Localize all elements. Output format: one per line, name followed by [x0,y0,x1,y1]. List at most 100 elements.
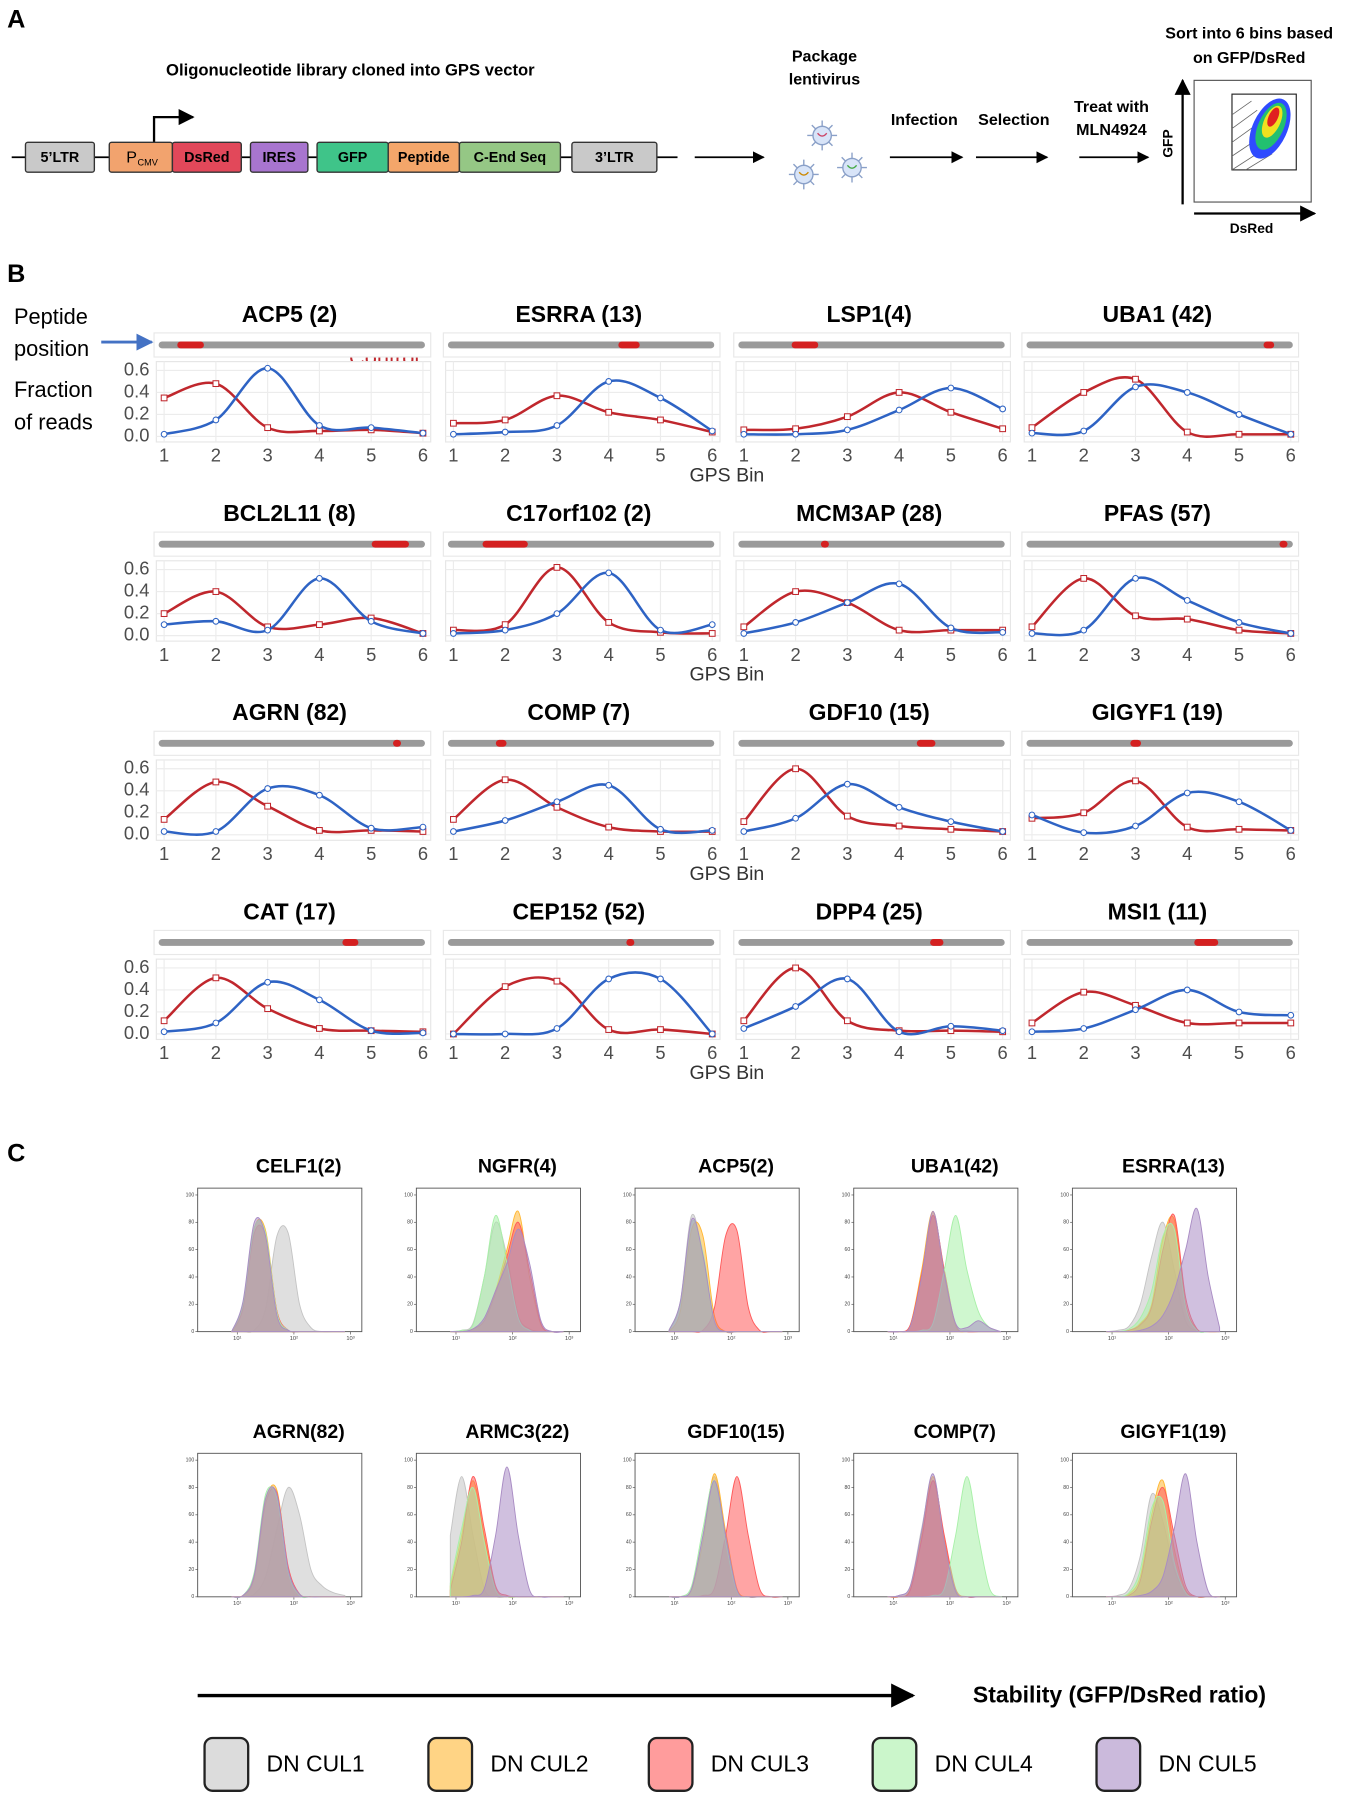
series-line [1031,990,1291,1026]
point-marker [947,408,955,416]
x-tick-label: 10¹ [889,1601,897,1607]
point-marker [792,588,799,595]
point-marker [264,1005,272,1013]
y-tick-label: 40 [1063,1540,1069,1546]
x-tick-label: 4 [604,644,614,665]
y-tick-label: 20 [626,1567,632,1573]
series-line [1031,576,1292,637]
x-tick-label: 4 [314,1042,324,1063]
x-tick-label: 5 [1234,843,1244,864]
x-tick-label: 10¹ [671,1336,679,1342]
point-marker [999,425,1007,433]
x-tick-label: 4 [1182,843,1192,864]
x-tick-label: 4 [1182,445,1192,466]
x-tick-label: 3 [263,1042,273,1063]
x-tick-label: 2 [790,843,800,864]
point-marker [740,1017,748,1025]
x-tick-label: 6 [707,644,717,665]
y-tick-label: 100 [1060,1192,1069,1198]
x-tick-label: 2 [500,445,510,466]
chart-title: COMP (7) [527,699,630,725]
y-tick-label: 20 [845,1302,851,1308]
legend-label: DN CUL1 [267,1751,365,1777]
point-marker [553,563,561,571]
x-tick-label: 4 [314,843,324,864]
peptide-segment [1279,540,1288,548]
construct-label: C-End Seq [474,150,546,166]
point-marker [657,1026,664,1033]
x-tick-label: 1 [159,843,169,864]
y-tick-label: 100 [842,1192,851,1198]
point-marker [708,827,716,834]
series-line [164,784,424,836]
chart-title: C17orf102 (2) [506,500,651,526]
point-marker [316,575,323,582]
x-tick-label: 2 [211,644,221,665]
x-tick-label: 6 [418,843,428,864]
x-tick-label: 6 [1286,1042,1296,1063]
series-line [163,780,423,834]
point-marker [843,426,851,434]
promoter-arrow [152,109,195,143]
x-tick-label: 6 [418,1042,428,1063]
point-marker [999,1027,1007,1035]
protein-bar [1026,540,1293,548]
y-tick-label: 40 [626,1540,632,1546]
x-tick-label: 3 [552,644,562,665]
histogram-area [668,1217,783,1333]
y-tick-label: 20 [188,1567,194,1573]
legend-label: DN CUL5 [1159,1751,1257,1777]
y-tick-label: 20 [407,1567,413,1573]
x-tick-label: 2 [790,445,800,466]
construct-label: IRES [262,150,295,166]
plot-area [1023,361,1300,443]
y-tick-label: 0.4 [124,779,150,800]
y-tick-label: 40 [1063,1274,1069,1280]
point-marker [1235,1008,1243,1016]
y-tick-label: 0.6 [124,358,150,379]
series-line [453,783,713,835]
chart-title: COMP(7) [914,1421,996,1443]
y-tick-label: 0.0 [124,424,150,445]
point-marker [316,427,323,435]
point-marker [212,380,220,388]
point-marker [450,1030,457,1038]
point-marker [657,394,664,402]
legend-label: DN CUL3 [711,1751,809,1777]
point-marker [895,406,903,414]
point-marker [316,996,323,1004]
point-marker [740,1025,748,1032]
point-marker [792,814,799,822]
x-tick-label: 2 [1079,445,1089,466]
y-tick-label: 0 [629,1594,632,1600]
x-tick-label: 5 [655,644,665,665]
x-tick-label: 3 [842,843,852,864]
x-tick-label: 3 [842,644,852,665]
point-marker [1132,822,1139,830]
step-label: lentivirus [789,71,860,89]
point-marker [605,569,613,577]
y-tick-label: 60 [626,1512,632,1518]
x-axis-label: Stability (GFP/DsRed ratio) [973,1682,1266,1708]
point-marker [895,1028,903,1036]
x-tick-label: 10² [946,1601,954,1607]
protein-bar [158,341,425,349]
point-marker [553,1025,561,1032]
point-marker [553,803,561,811]
chart-title: LSP1(4) [827,301,912,327]
x-axis-label: GPS Bin [689,863,764,885]
peptide-segment [495,739,507,747]
point-marker [264,364,272,372]
peptide-segment [342,939,359,946]
protein-bar [447,939,715,946]
point-marker [1080,575,1088,582]
series-line [163,980,423,1035]
construct-box [24,141,96,173]
point-marker [553,610,561,618]
y-tick-label: 60 [1063,1247,1069,1253]
point-marker [160,828,168,835]
point-marker [1028,623,1036,631]
point-marker [657,626,664,634]
construct-box [571,141,658,173]
chart-title: AGRN(82) [253,1421,345,1443]
